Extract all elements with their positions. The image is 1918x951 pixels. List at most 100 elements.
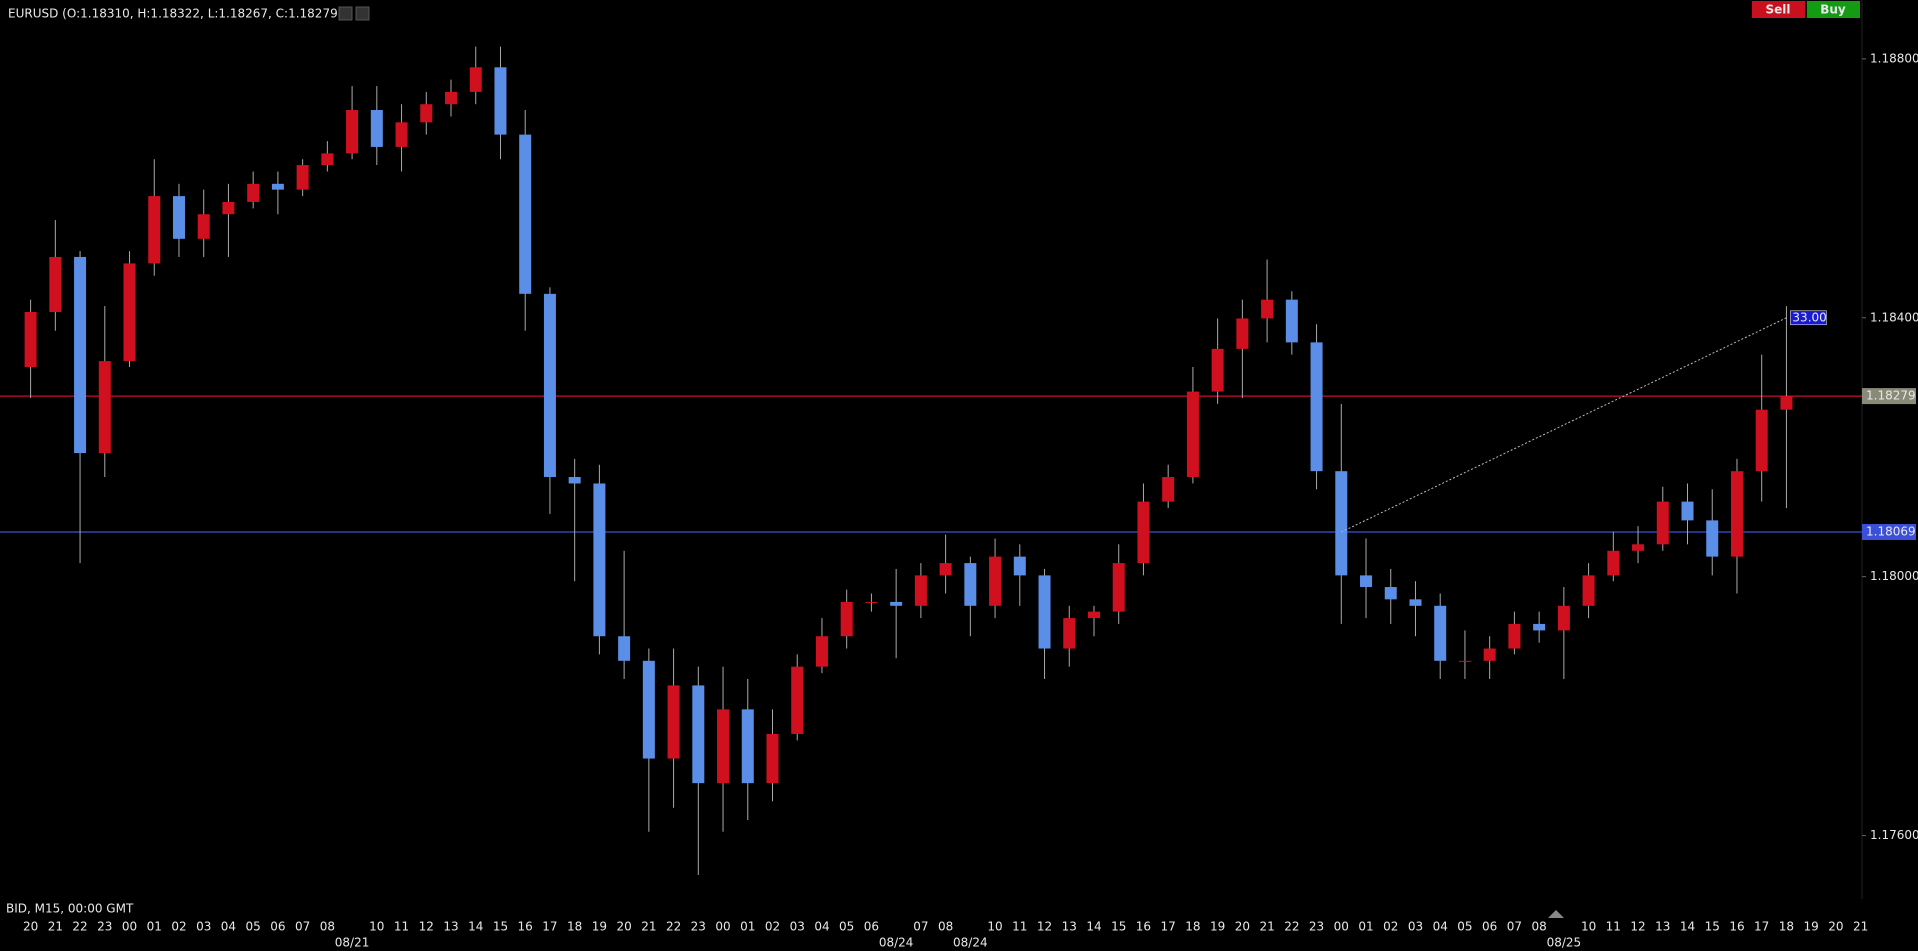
x-tick-label: 12 [419,920,434,934]
candle-body [1335,471,1348,576]
x-tick-label: 11 [1012,920,1027,934]
candle-body [1384,587,1397,600]
x-tick-label: 16 [518,920,533,934]
candle-body [123,263,136,362]
candle-body [840,601,853,637]
candle-body [543,293,556,478]
candle-body [1706,520,1719,557]
candle-body [1755,409,1768,472]
x-tick-label: 21 [1853,920,1868,934]
candle-body [1681,501,1694,521]
price-line-label: 1.18279 [1866,389,1916,403]
settings-icon[interactable] [338,6,353,21]
x-tick-label: 06 [270,920,285,934]
buy-label[interactable]: Buy [1820,3,1846,17]
x-tick-label: 16 [1729,920,1744,934]
x-tick-label: 10 [1581,920,1596,934]
candle-body [1582,575,1595,606]
x-tick-label: 06 [1482,920,1497,934]
date-label: 08/21 [335,936,370,950]
candle-body [1038,575,1051,649]
candle-body [1186,391,1199,478]
sell-label[interactable]: Sell [1765,3,1790,17]
x-tick-label: 20 [23,920,38,934]
x-tick-label: 13 [1655,920,1670,934]
candle-body [692,685,705,784]
x-tick-label: 11 [394,920,409,934]
candle-body [1360,575,1373,588]
candle-body [395,122,408,147]
x-tick-label: 00 [715,920,730,934]
candle-body [667,685,680,759]
x-tick-label: 13 [1062,920,1077,934]
x-tick-label: 23 [97,920,112,934]
price-line-label: 1.18069 [1866,525,1916,539]
x-tick-label: 01 [147,920,162,934]
candle-body [1013,556,1026,576]
candle-body [717,709,730,784]
x-tick-label: 18 [567,920,582,934]
scroll-marker[interactable] [1548,910,1564,918]
x-tick-label: 04 [221,920,236,934]
trend-label: 33.00 [1792,310,1826,324]
candle-body [49,256,62,312]
candle-body [618,636,631,661]
candle-body [964,563,977,606]
refresh-icon[interactable] [355,6,370,21]
candle-body [469,67,482,92]
x-tick-label: 11 [1606,920,1621,934]
candle-body [321,153,334,166]
x-tick-label: 08 [320,920,335,934]
candle-body [568,477,581,484]
x-tick-label: 20 [1235,920,1250,934]
candle-body [271,183,284,190]
candle-body [420,104,433,123]
x-tick-label: 08 [938,920,953,934]
x-tick-label: 17 [1161,920,1176,934]
symbol-header: EURUSD (O:1.18310, H:1.18322, L:1.18267,… [8,7,342,21]
candle-body [890,601,903,606]
candle-body [172,196,185,239]
candle-body [989,556,1002,606]
x-tick-label: 12 [1630,920,1645,934]
x-tick-label: 16 [1136,920,1151,934]
buy-button[interactable] [1807,1,1860,18]
candle-body [1632,544,1645,551]
candle-body [593,483,606,637]
x-tick-label: 03 [790,920,805,934]
candle-body [1112,563,1125,612]
candle-body [1211,348,1224,392]
candle-body [222,201,235,215]
x-tick-label: 04 [814,920,829,934]
x-tick-label: 05 [246,920,261,934]
x-tick-label: 17 [542,920,557,934]
candle-body [197,214,210,239]
x-tick-label: 06 [864,920,879,934]
x-tick-label: 20 [1828,920,1843,934]
x-tick-label: 23 [691,920,706,934]
x-tick-label: 19 [592,920,607,934]
x-tick-label: 07 [1507,920,1522,934]
candle-body [1137,501,1150,564]
candle-body [24,311,37,367]
x-tick-label: 14 [1086,920,1101,934]
candle-body [370,110,383,147]
candle-body [1557,605,1570,631]
x-tick-label: 22 [72,920,87,934]
x-tick-label: 23 [1309,920,1324,934]
chart-info: BID, M15, 00:00 GMT [6,902,134,916]
candle-body [791,666,804,734]
candle-body [247,183,260,202]
x-tick-label: 08 [1531,920,1546,934]
x-tick-label: 22 [666,920,681,934]
x-tick-label: 00 [122,920,137,934]
x-tick-label: 03 [196,920,211,934]
candle-body [1261,299,1274,319]
candle-body [766,733,779,784]
sell-button[interactable] [1752,1,1805,18]
date-label: 08/24 [953,936,988,950]
x-tick-label: 01 [1358,920,1373,934]
x-tick-label: 10 [369,920,384,934]
